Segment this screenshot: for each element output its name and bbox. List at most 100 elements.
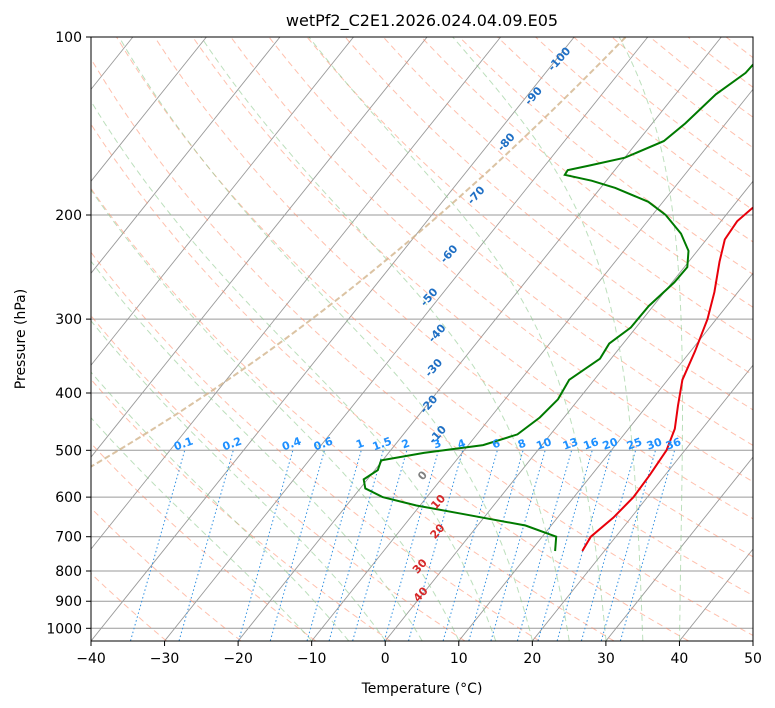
x-tick-label: −30 xyxy=(150,651,180,667)
dry-adiabat-line xyxy=(649,37,753,118)
mixing-ratio-line xyxy=(352,450,408,641)
isotherm-line xyxy=(91,37,281,274)
dry-adiabat-line xyxy=(687,37,753,88)
dry-adiabat-label: 0 xyxy=(415,468,430,483)
dry-adiabat-label: -90 xyxy=(522,84,545,108)
y-tick-label: 1000 xyxy=(46,621,82,637)
dry-adiabat-line xyxy=(192,37,753,520)
isotherm-line xyxy=(91,37,207,182)
moist-adiabat-line xyxy=(91,371,349,641)
mixing-ratio-label: 1.5 xyxy=(371,435,394,454)
mixing-ratio-line xyxy=(580,450,637,641)
mixing-ratio-label: 0.1 xyxy=(172,435,195,454)
dry-adiabat-label: 20 xyxy=(428,521,448,541)
dry-adiabat-line xyxy=(91,123,689,641)
x-tick-label: 0 xyxy=(381,651,390,667)
y-tick-label: 500 xyxy=(55,443,82,459)
moist-adiabat-line xyxy=(452,37,644,641)
dry-adiabat-label: -40 xyxy=(426,321,449,345)
dry-adiabat-line xyxy=(268,37,753,446)
mixing-ratio-line xyxy=(490,450,546,641)
y-axis-label: Pressure (hPa) xyxy=(13,289,29,389)
mixing-ratio-label: 0.4 xyxy=(280,434,303,453)
isotherm-line xyxy=(605,456,753,641)
isotherm-line xyxy=(532,364,753,641)
mixing-ratio-line xyxy=(537,450,593,641)
dry-adiabat-line xyxy=(344,37,753,376)
dry-adiabat-line xyxy=(91,507,242,641)
temperature-profile-line xyxy=(581,206,753,552)
dry-adiabat-line xyxy=(91,442,316,641)
dry-adiabat-label: -30 xyxy=(422,356,445,380)
mixing-ratio-label: 13 xyxy=(561,435,580,452)
x-axis: −40 −30 −20 −10 0 10 20 30 40 50 xyxy=(76,641,762,667)
y-tick-label: 100 xyxy=(55,30,82,46)
x-tick-label: −10 xyxy=(297,651,327,667)
isotherm-line xyxy=(311,88,753,641)
moist-adiabat-line xyxy=(91,260,423,641)
y-tick-label: 200 xyxy=(55,208,82,224)
x-tick-label: 40 xyxy=(671,651,689,667)
mixing-ratio-label: 10 xyxy=(535,435,554,453)
dry-adiabat-line xyxy=(306,37,753,411)
mixing-ratio-line xyxy=(556,450,612,641)
mixing-ratio-line xyxy=(408,450,464,641)
x-tick-label: 30 xyxy=(597,651,615,667)
x-tick-label: −20 xyxy=(223,651,253,667)
mixing-ratio-line xyxy=(238,450,294,641)
isotherm-line xyxy=(752,640,753,641)
mixing-ratio-label: 2 xyxy=(400,437,412,452)
mixing-ratio-label: 0.6 xyxy=(312,434,335,453)
mixing-ratio-label: 4 xyxy=(456,436,468,451)
dry-adiabat-line xyxy=(91,378,391,641)
moist-adiabat-line xyxy=(200,37,570,641)
moist-adiabat-line xyxy=(308,37,607,641)
y-tick-label: 800 xyxy=(55,564,82,580)
mixing-ratio-line xyxy=(468,450,524,641)
mixing-ratio-line xyxy=(178,450,234,641)
x-tick-label: 20 xyxy=(523,651,541,667)
y-axis: 100 200 300 400 500 600 700 800 900 1000 xyxy=(46,30,91,637)
x-tick-label: 10 xyxy=(450,651,468,667)
dry-adiabat-line xyxy=(91,187,615,641)
isotherm-line xyxy=(91,37,501,550)
mixing-ratio-line xyxy=(619,450,676,641)
mixing-ratio-line xyxy=(269,450,325,641)
mixing-ratio-label: 1 xyxy=(354,437,366,452)
plot-frame xyxy=(90,36,754,642)
dry-adiabat-line xyxy=(91,572,167,641)
dewpoint-profile-line xyxy=(362,63,753,552)
isotherm-line xyxy=(91,37,428,458)
moist-adiabat-line xyxy=(618,37,683,641)
mixing-ratio-label: 36 xyxy=(664,435,683,453)
y-tick-label: 700 xyxy=(55,530,82,546)
dry-adiabat-line xyxy=(382,37,753,342)
mixing-ratio-label: 3 xyxy=(431,437,443,452)
mixing-ratio-line xyxy=(306,450,362,641)
x-tick-label: −40 xyxy=(76,651,106,667)
isotherm-line xyxy=(0,37,59,641)
chart-title: wetPf2_C2E1.2026.024.04.09.E05 xyxy=(286,11,558,31)
dry-adiabat-label: -100 xyxy=(545,44,573,73)
y-tick-label: 900 xyxy=(55,594,82,610)
moist-adiabat-line xyxy=(91,189,460,641)
plot-area: -100-90-80-70-60-50-40-30-20-10010203040… xyxy=(0,37,753,641)
mixing-ratio-line xyxy=(328,450,384,641)
dry-adiabat-line xyxy=(91,251,540,641)
isotherm-line xyxy=(91,37,354,366)
dry-adiabat-label: -80 xyxy=(495,130,518,154)
y-tick-label: 600 xyxy=(55,490,82,506)
mixing-ratio-label: 8 xyxy=(516,437,528,452)
dry-adiabat-line xyxy=(230,37,753,483)
x-tick-label: 50 xyxy=(744,651,762,667)
y-tick-label: 300 xyxy=(55,312,82,328)
dry-adiabat-line xyxy=(91,57,753,636)
mixing-ratio-line xyxy=(442,450,498,641)
isotherm-line xyxy=(679,548,753,641)
mixing-ratio-label: 0.2 xyxy=(221,435,244,454)
mixing-ratio-label: 6 xyxy=(490,436,502,451)
mixing-ratio-label: 16 xyxy=(582,435,601,453)
dry-adiabat-line xyxy=(116,37,753,597)
isotherm-line xyxy=(91,37,575,641)
